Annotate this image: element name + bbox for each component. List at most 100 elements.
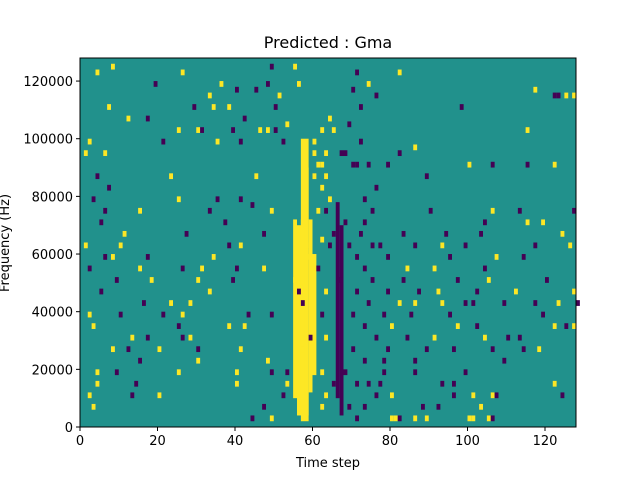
heatmap-cell [378,242,383,249]
heatmap-cell [452,392,456,399]
heatmap-cell [126,346,131,353]
heatmap-cell [362,196,367,203]
x-tick-label: 40 [227,434,244,449]
heatmap-cell [122,230,127,237]
heatmap-cell [176,127,181,133]
heatmap-cell [521,254,526,260]
heatmap-cell [328,115,332,122]
heatmap-cell [494,254,499,260]
heatmap-cell [153,81,158,87]
heatmap-cell [405,265,410,272]
heatmap-cell [316,265,321,272]
heatmap-cell [355,415,359,422]
heatmap-cell [378,380,383,387]
heatmap-cell [269,415,274,422]
heatmap-cell [215,138,220,145]
heatmap-cell [463,369,468,376]
heatmap-cell [401,277,406,283]
heatmap-cell [362,323,367,329]
heatmap-cell [300,300,305,306]
heatmap-cell [362,403,367,410]
heatmap-cell [490,346,495,353]
heatmap-cell [483,219,487,226]
heatmap-cell [339,277,344,283]
heatmap-cell [475,323,480,329]
heatmap-cell [347,403,352,410]
heatmap-cell [91,323,96,329]
heatmap-cell [405,334,410,341]
heatmap-band [308,219,313,393]
heatmap-cell [277,92,282,99]
heatmap-cell [227,323,232,329]
heatmap-cell [514,288,518,295]
x-tick-label: 80 [382,434,399,449]
heatmap-cell [312,173,317,180]
heatmap-cell [227,104,232,110]
heatmap-cell [95,173,100,180]
heatmap-cell [266,127,270,133]
heatmap-cell [490,207,495,214]
heatmap-cell [157,346,162,353]
heatmap-cell [180,265,185,272]
heatmap-cell [297,81,301,87]
heatmap-cell [455,323,460,329]
heatmap-cell [483,265,487,272]
heatmap-cell [293,277,297,283]
heatmap-cell [293,63,297,70]
heatmap-cell [560,392,565,399]
heatmap-cell [517,334,522,341]
heatmap-cell [386,346,390,353]
heatmap-cell [324,392,328,399]
heatmap-cell [134,380,139,387]
heatmap-cell [215,196,220,203]
heatmap-cell [490,392,495,399]
heatmap-cell [490,161,495,168]
heatmap-cell [370,242,375,249]
heatmap-cell [397,415,402,422]
heatmap-cell [111,63,115,70]
heatmap-cell [362,219,367,226]
y-tick-label: 80000 [32,190,73,205]
heatmap-cell [390,415,394,422]
heatmap-band [339,225,344,416]
heatmap-cell [448,254,452,260]
heatmap-cell [297,288,301,295]
heatmap-cell [266,357,270,364]
heatmap-cell [424,173,429,180]
heatmap-cell [130,334,135,341]
heatmap-cell [142,300,146,306]
heatmap-cell [169,173,173,180]
heatmap-cell [366,380,371,387]
heatmap-cell [564,323,569,329]
heatmap-cell [347,121,352,128]
heatmap-cell [455,277,460,283]
heatmap-cell [107,104,111,110]
heatmap-cell [250,202,255,208]
heatmap-cell [231,127,235,133]
heatmap-cell [269,369,274,376]
heatmap-cell [467,415,472,422]
plot-frame [79,57,577,428]
heatmap-cell [180,334,185,341]
x-axis-label: Time step [295,456,360,471]
heatmap-cell [552,92,557,99]
heatmap-cell [192,104,197,110]
heatmap-cell [424,346,429,353]
heatmap-cell [320,311,325,318]
heatmap-cell [452,346,456,353]
heatmap-cell [95,380,100,387]
heatmap-cell [370,207,375,214]
heatmap-cell [413,300,418,306]
heatmap-cell [262,230,266,237]
heatmap-cell [242,323,247,329]
heatmap-cell [359,138,363,145]
heatmap-cell [328,242,332,249]
heatmap-cell [343,219,348,226]
heatmap-cell [176,369,181,376]
heatmap-cell [324,334,328,341]
heatmap-cell [258,127,263,133]
heatmap-cell [401,230,406,237]
heatmap-cell [262,265,266,272]
heatmap-cell [359,230,363,237]
heatmap-cell [552,161,557,168]
